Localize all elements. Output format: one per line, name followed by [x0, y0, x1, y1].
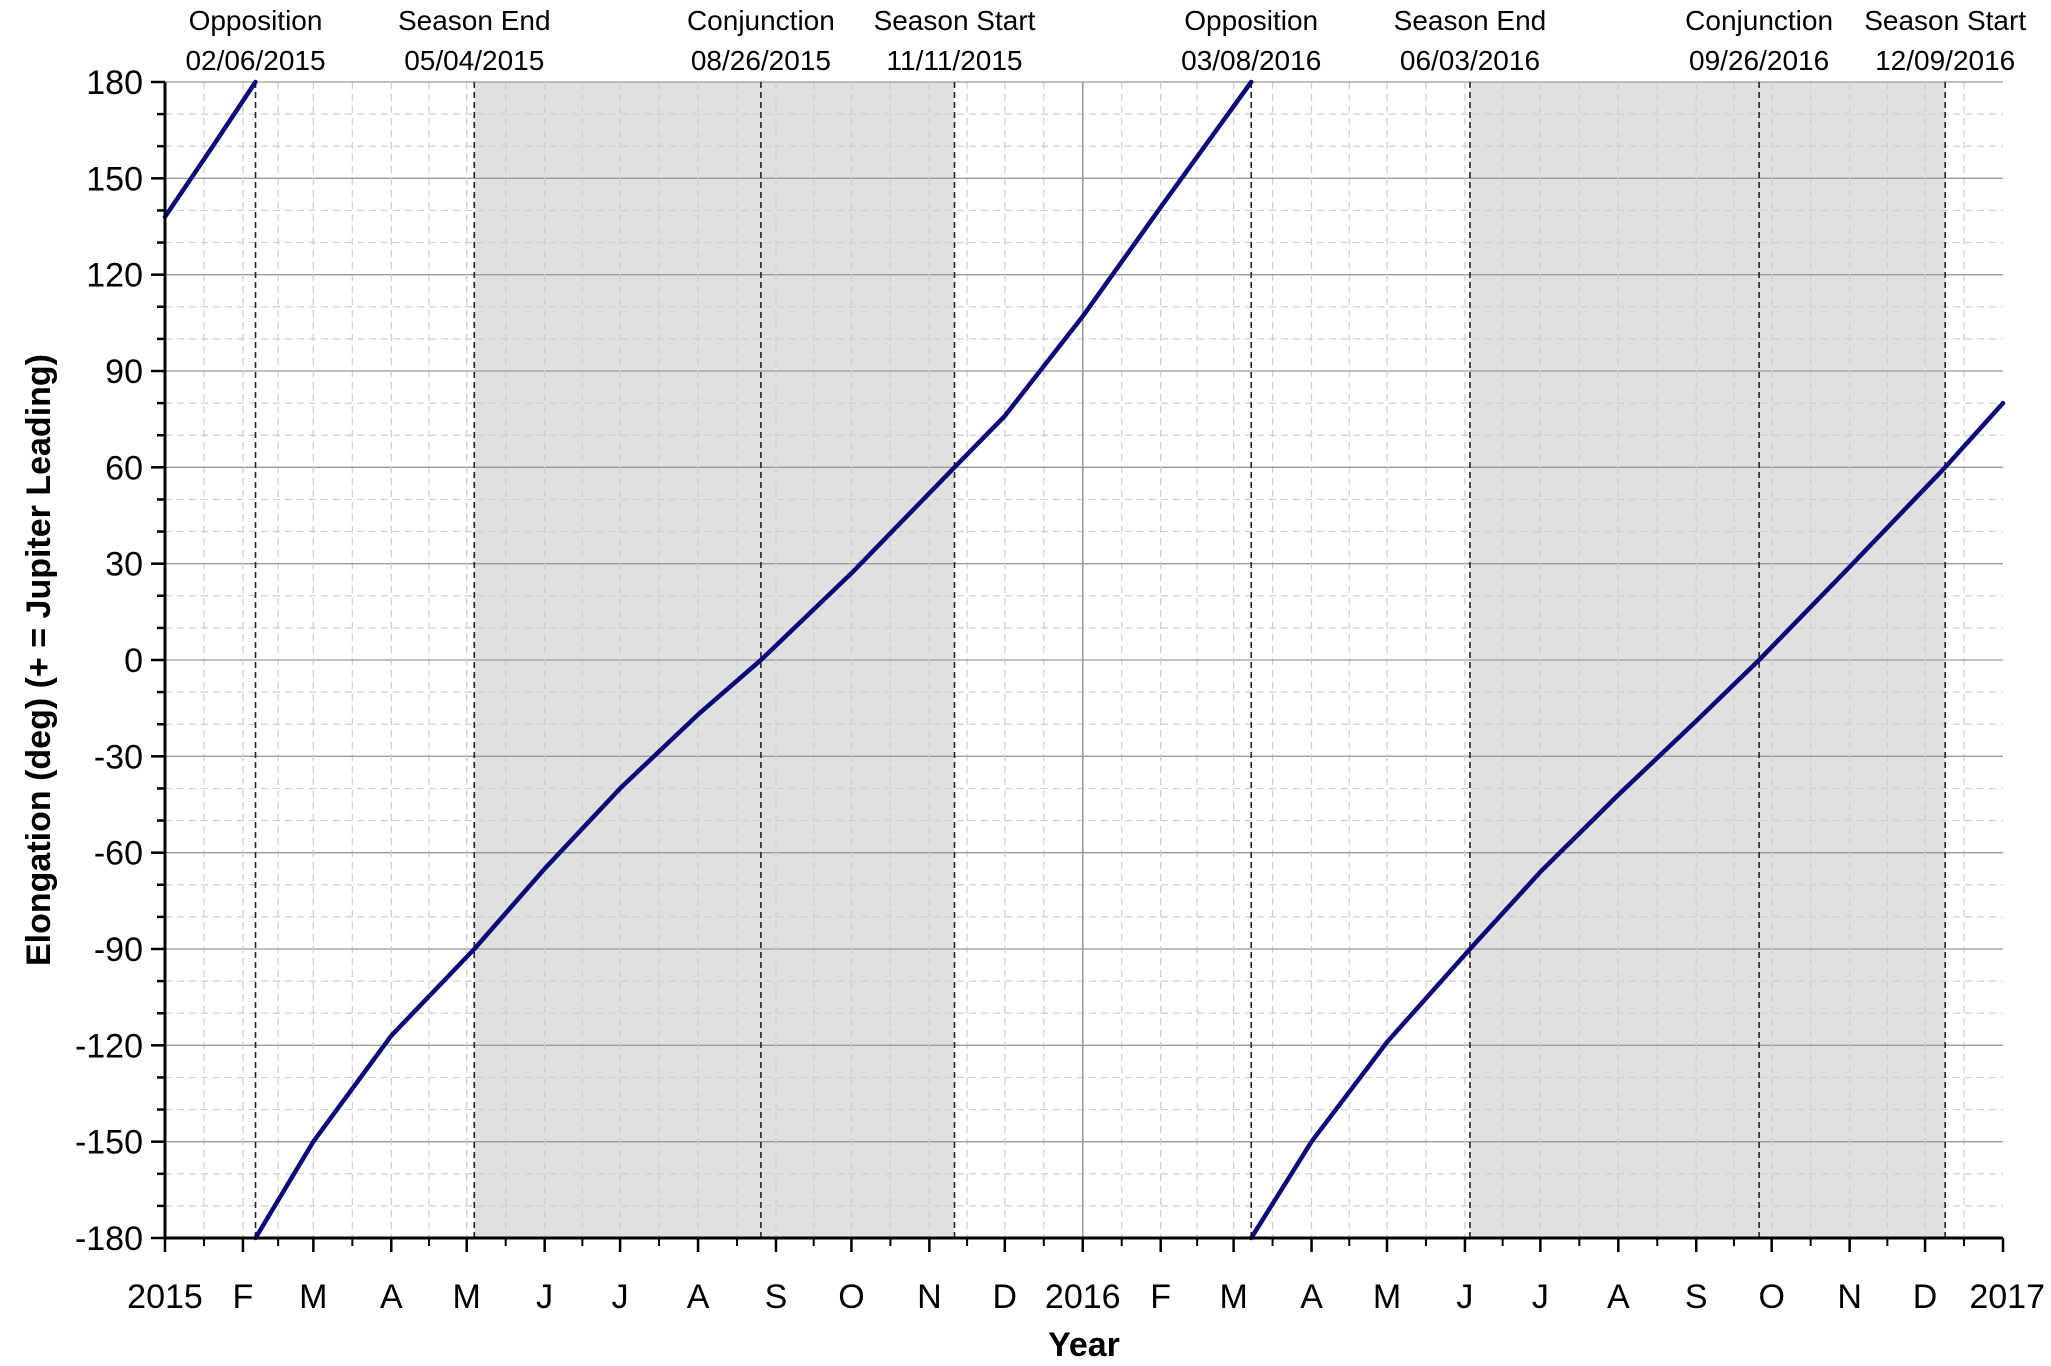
x-tick-label: J [1532, 1278, 1549, 1316]
series-line-2 [253, 79, 1254, 1241]
x-tick-label: A [1607, 1278, 1630, 1316]
event-label: Conjunction 09/26/2016 [1685, 5, 1833, 76]
y-tick-label: 120 [86, 257, 143, 295]
event-label: Opposition 03/08/2016 [1181, 5, 1321, 76]
x-tick-label: M [1219, 1278, 1247, 1316]
y-tick-label: -30 [94, 738, 143, 776]
x-tick-label: 2017 [1969, 1278, 2045, 1316]
x-tick-label: O [1758, 1278, 1784, 1316]
event-date: 12/09/2016 [1875, 45, 2015, 76]
event-name: Conjunction [687, 5, 835, 36]
event-name: Opposition [1184, 5, 1318, 36]
y-axis-title: Elongation (deg) (+ = Jupiter Leading) [20, 354, 58, 966]
y-tick-label: 30 [105, 546, 143, 584]
event-label: Opposition 02/06/2015 [185, 5, 325, 76]
x-tick-label: J [536, 1278, 553, 1316]
event-name: Season Start [874, 5, 1036, 36]
event-date: 08/26/2015 [691, 45, 831, 76]
x-tick-label: A [687, 1278, 710, 1316]
axes [151, 80, 2005, 1252]
event-labels: Opposition 02/06/2015 Season End 05/04/2015… [185, 5, 2026, 76]
event-name: Season End [398, 5, 551, 36]
major-gridlines [165, 81, 2003, 1239]
y-tick-label: -120 [75, 1027, 143, 1065]
y-tick-label: -60 [94, 835, 143, 873]
x-tick-label: D [993, 1278, 1018, 1316]
x-tick-label: F [233, 1278, 254, 1316]
event-label: Season Start 12/09/2016 [1864, 5, 2026, 76]
x-tick-label: O [838, 1278, 864, 1316]
y-tick-label: 0 [124, 642, 143, 680]
series-line-1 [162, 79, 258, 220]
event-name: Opposition [189, 5, 323, 36]
x-axis-title: Year [1048, 1326, 1120, 1364]
x-tick-label: A [1300, 1278, 1323, 1316]
y-tick-label: -180 [75, 1220, 143, 1258]
x-tick-label: J [1456, 1278, 1473, 1316]
y-tick-label: 180 [86, 64, 143, 102]
x-tick-label: S [765, 1278, 788, 1316]
event-date: 09/26/2016 [1689, 45, 1829, 76]
series-line-3 [1248, 400, 2006, 1241]
x-tick-label: F [1150, 1278, 1171, 1316]
series-lines [162, 79, 2006, 1241]
x-tick-label: 2016 [1045, 1278, 1121, 1316]
x-tick-label: N [917, 1278, 942, 1316]
event-label: Season End 06/03/2016 [1394, 5, 1547, 76]
event-name: Conjunction [1685, 5, 1833, 36]
event-date: 02/06/2015 [185, 45, 325, 76]
x-tick-label: 2015 [127, 1278, 203, 1316]
y-tick-label: 60 [105, 449, 143, 487]
x-tick-label: M [1373, 1278, 1401, 1316]
event-marker-lines [254, 82, 1946, 1238]
y-tick-label: 90 [105, 353, 143, 391]
x-tick-label: N [1837, 1278, 1862, 1316]
x-tick-label: M [453, 1278, 481, 1316]
event-date: 11/11/2015 [887, 45, 1023, 76]
event-date: 03/08/2016 [1181, 45, 1321, 76]
y-tick-label: -90 [94, 931, 143, 969]
event-label: Season End 05/04/2015 [398, 5, 551, 76]
x-tick-labels: 2015 F M A M J J A S O N D 2016 F M A M J J A S O N D 2017 [127, 1278, 2045, 1316]
event-date: 06/03/2016 [1400, 45, 1540, 76]
event-date: 05/04/2015 [404, 45, 544, 76]
y-tick-labels: 180 150 120 90 60 30 0 -30 -60 -90 -120 -150 -180 [75, 64, 143, 1258]
x-tick-label: J [612, 1278, 629, 1316]
event-name: Season End [1394, 5, 1547, 36]
x-tick-label: A [380, 1278, 403, 1316]
x-tick-label: D [1913, 1278, 1938, 1316]
y-tick-label: 150 [86, 160, 143, 198]
event-label: Conjunction 08/26/2015 [687, 5, 835, 76]
x-tick-label: M [299, 1278, 327, 1316]
event-label: Season Start 11/11/2015 [874, 5, 1036, 76]
event-name: Season Start [1864, 5, 2026, 36]
x-tick-label: S [1685, 1278, 1708, 1316]
y-tick-label: -150 [75, 1124, 143, 1162]
